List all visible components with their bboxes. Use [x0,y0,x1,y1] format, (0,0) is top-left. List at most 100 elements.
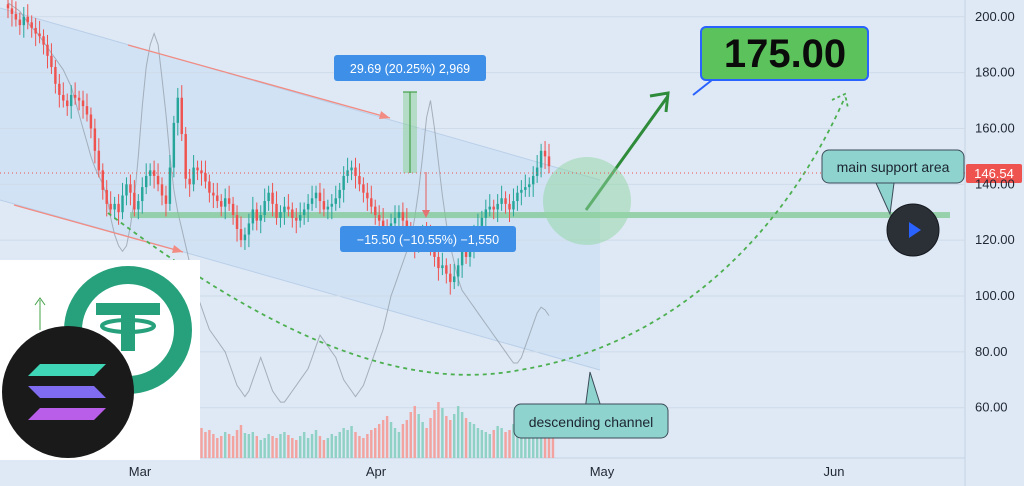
candle-body [85,106,89,115]
volume-bar [267,434,270,458]
candle-body [263,201,266,216]
candle-body [89,114,93,129]
candle-body [125,184,128,196]
candle-body [30,22,33,28]
volume-bar [456,406,460,458]
candle-body [133,192,136,210]
volume-bar [377,424,381,458]
candle-body [539,150,543,168]
candle-body [6,4,10,9]
candle-body [42,36,45,45]
volume-bar [417,414,420,458]
candle-body [46,44,49,56]
candle-body [322,201,326,210]
y-tick-label: 160.00 [975,120,1015,135]
candle-body [283,206,286,213]
volume-bar [437,402,440,458]
candle-body [101,170,104,190]
volume-bar [283,432,286,458]
candle-body [437,256,440,269]
candle-body [381,220,385,227]
candle-body [298,215,302,221]
candle-body [10,8,14,14]
candle-body [453,276,456,283]
volume-bar [472,424,476,458]
volume-bar [271,436,274,458]
candle-body [184,134,187,179]
candle-body [243,234,247,241]
volume-bar [504,432,507,458]
volume-bar [243,433,247,458]
candle-body [180,97,183,135]
volume-bar [255,436,259,458]
volume-bar [239,425,243,458]
candle-body [26,16,29,23]
candle-body [121,195,124,213]
candle-body [460,251,464,266]
x-tick-label-jun: Jun [824,464,845,479]
candle-body [105,189,108,204]
volume-bar [492,430,495,458]
volume-bar [318,436,322,458]
volume-bar [216,438,219,458]
candle-body [73,94,77,98]
play-icon [909,222,921,238]
candle-body [543,150,547,157]
candle-body [279,212,282,218]
target-price-box [700,26,869,81]
candle-body [77,97,81,101]
volume-bar [449,420,452,458]
candle-body [34,27,37,34]
volume-bar [302,432,306,458]
candle-body [377,215,381,221]
comparison-line-path [7,2,550,403]
candle-body [433,248,436,257]
volume-bar [468,422,472,458]
candle-body [14,13,18,20]
channel-callout-box [513,403,669,439]
candle-body [50,55,53,68]
candle-body [188,178,191,185]
candle-body [223,198,227,207]
candle-body [62,94,65,101]
projected-path-curve [107,96,846,376]
candle-body [524,187,527,190]
candle-body [168,167,172,204]
candle-body [196,167,199,171]
volume-bar [460,412,464,458]
candle-body [239,229,243,241]
y-tick-label: 100.00 [975,288,1015,303]
y-tick-label: 200.00 [975,9,1015,24]
candle-body [247,223,251,235]
logo-panel [0,260,200,460]
candle-body [488,206,491,210]
candle-body [81,100,85,107]
support-callout-label: main support area [837,159,950,175]
volume-bar [433,410,436,458]
upper-channel-arrowhead [379,111,390,119]
candle-body [496,203,499,210]
volume-bar [330,434,334,458]
candle-body [148,170,152,176]
candle-body [362,184,365,193]
volume-bar [334,436,337,458]
volume-bar [381,420,385,458]
candle-body [520,189,523,193]
volume-bar [520,428,523,458]
candle-body [200,170,203,174]
candle-body [330,203,334,207]
candle-body [441,265,444,269]
candle-body [18,19,22,26]
volume-bar [354,432,357,458]
volume-bar [287,435,290,458]
channel-upper-line [0,7,601,181]
volume-bar [425,428,428,458]
measure-down-label: −15.50 (−10.55%) −1,550 [357,233,499,247]
play-button[interactable] [886,203,940,257]
solana-logo-icon [2,326,134,458]
volume-bar [512,424,515,458]
candle-body [113,203,116,210]
volume-bar [413,406,416,458]
candle-body [401,212,405,221]
